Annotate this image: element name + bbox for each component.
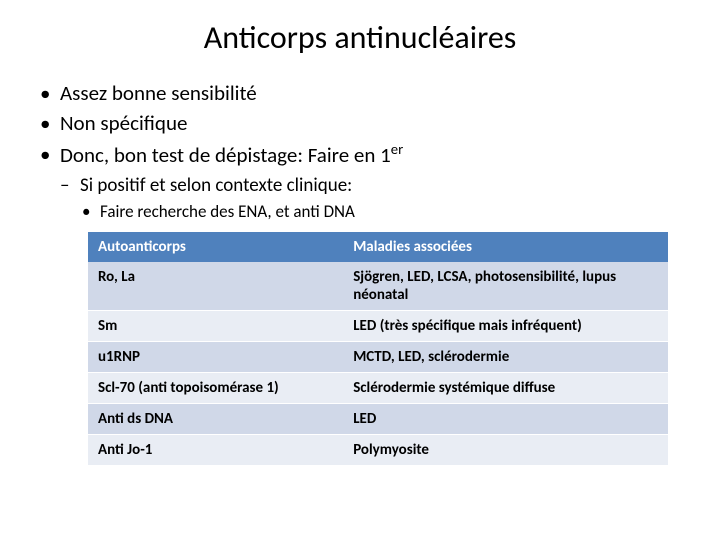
bullet-l2: Si positif et selon contexte clinique: bbox=[40, 173, 680, 199]
bullet-list: Assez bonne sensibilité Non spécifique D… bbox=[40, 79, 680, 224]
table-cell: Sm bbox=[88, 310, 343, 341]
table-cell: Ro, La bbox=[88, 262, 343, 311]
bullet-l3: Faire recherche des ENA, et anti DNA bbox=[40, 201, 680, 224]
table-header-cell: Autoanticorps bbox=[88, 232, 343, 262]
table-cell: u1RNP bbox=[88, 341, 343, 372]
bullet-text: Assez bonne sensibilité bbox=[60, 80, 257, 106]
table-cell: Scl-70 (anti topoisomérase 1) bbox=[88, 372, 343, 403]
bullet-l1: Donc, bon test de dépistage: Faire en 1e… bbox=[40, 140, 680, 169]
table-cell: LED (très spécifique mais infréquent) bbox=[343, 310, 668, 341]
table-container: Autoanticorps Maladies associées Ro, LaS… bbox=[88, 232, 668, 466]
table-cell: Anti ds DNA bbox=[88, 403, 343, 434]
table-header-row: Autoanticorps Maladies associées bbox=[88, 232, 668, 262]
autoantibody-table: Autoanticorps Maladies associées Ro, LaS… bbox=[88, 232, 668, 466]
ordinal-sup: er bbox=[391, 140, 403, 158]
slide: Anticorps antinucléaires Assez bonne sen… bbox=[0, 0, 720, 540]
bullet-text: Faire recherche des ENA, et anti DNA bbox=[100, 201, 355, 222]
bullet-l1: Assez bonne sensibilité bbox=[40, 79, 680, 107]
table-cell: Anti Jo-1 bbox=[88, 434, 343, 465]
table-row: Scl-70 (anti topoisomérase 1)Sclérodermi… bbox=[88, 372, 668, 403]
bullet-text: Si positif et selon contexte clinique: bbox=[80, 174, 352, 197]
bullet-l1: Non spécifique bbox=[40, 109, 680, 137]
table-cell: MCTD, LED, sclérodermie bbox=[343, 341, 668, 372]
bullet-text: Donc, bon test de dépistage: Faire en 1 bbox=[60, 142, 391, 168]
table-row: SmLED (très spécifique mais infréquent) bbox=[88, 310, 668, 341]
table-row: Anti Jo-1Polymyosite bbox=[88, 434, 668, 465]
table-row: Anti ds DNALED bbox=[88, 403, 668, 434]
table-row: u1RNPMCTD, LED, sclérodermie bbox=[88, 341, 668, 372]
table-cell: Polymyosite bbox=[343, 434, 668, 465]
slide-title: Anticorps antinucléaires bbox=[40, 18, 680, 57]
table-cell: Sjögren, LED, LCSA, photosensibilité, lu… bbox=[343, 262, 668, 311]
table-body: Ro, LaSjögren, LED, LCSA, photosensibili… bbox=[88, 262, 668, 466]
table-cell: LED bbox=[343, 403, 668, 434]
bullet-text: Non spécifique bbox=[60, 110, 187, 136]
table-header-cell: Maladies associées bbox=[343, 232, 668, 262]
table-row: Ro, LaSjögren, LED, LCSA, photosensibili… bbox=[88, 262, 668, 311]
table-cell: Sclérodermie systémique diffuse bbox=[343, 372, 668, 403]
